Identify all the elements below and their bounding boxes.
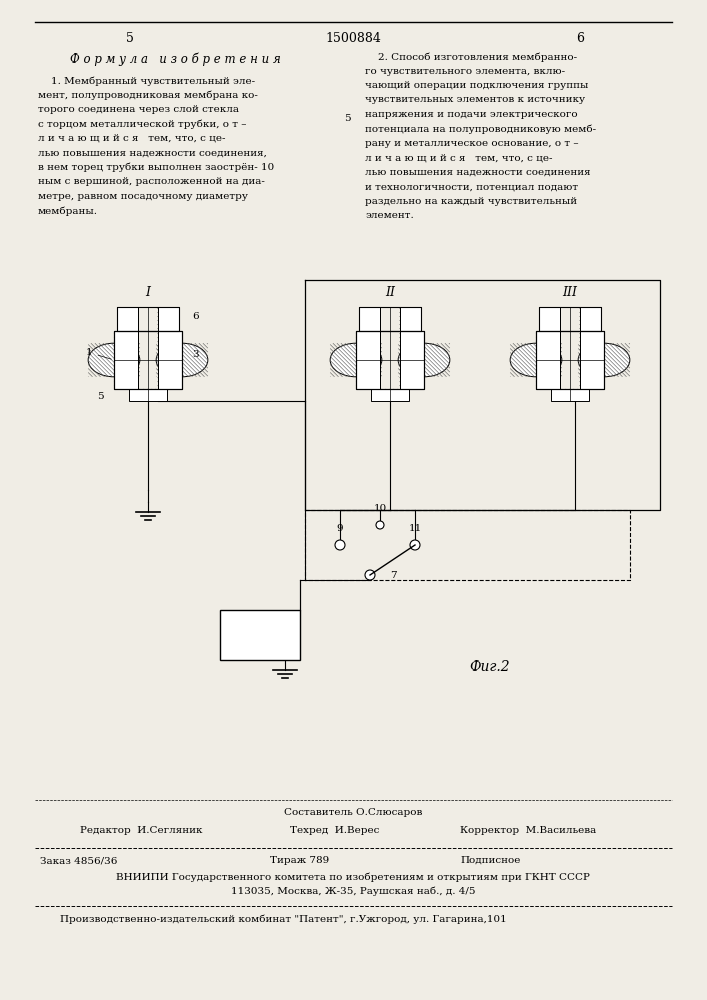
Ellipse shape [398, 343, 450, 377]
Text: 2. Способ изготовления мембранно-: 2. Способ изготовления мембранно- [365, 52, 577, 62]
Bar [536, 331, 604, 389]
Text: метре, равном посадочному диаметру: метре, равном посадочному диаметру [38, 192, 248, 201]
Text: раздельно на каждый чувствительный: раздельно на каждый чувствительный [365, 197, 577, 206]
Text: Редактор  И.Сегляник: Редактор И.Сегляник [80, 826, 202, 835]
Bar [220, 610, 300, 660]
Text: торого соединена через слой стекла: торого соединена через слой стекла [38, 105, 239, 114]
Text: мембраны.: мембраны. [38, 207, 98, 216]
Bar [580, 331, 604, 389]
Text: 6: 6 [576, 32, 584, 45]
Text: 7: 7 [390, 570, 397, 580]
Text: чувствительных элементов к источнику: чувствительных элементов к источнику [365, 96, 585, 104]
Text: 5: 5 [126, 32, 134, 45]
Circle shape [335, 540, 345, 550]
Text: I: I [146, 286, 151, 299]
Text: 5: 5 [98, 392, 104, 401]
Text: и технологичности, потенциал подают: и технологичности, потенциал подают [365, 182, 578, 192]
Bar [356, 331, 424, 389]
Text: 9: 9 [337, 524, 344, 533]
Ellipse shape [330, 343, 382, 377]
Circle shape [365, 570, 375, 580]
Bar [580, 307, 601, 331]
Bar [536, 331, 604, 389]
Text: л и ч а ю щ и й с я   тем, что, с це-: л и ч а ю щ и й с я тем, что, с це- [365, 153, 552, 162]
Bar [356, 331, 424, 389]
Circle shape [376, 521, 384, 529]
Text: Заказ 4856/36: Заказ 4856/36 [40, 856, 117, 865]
Text: напряжения и подачи электрического: напряжения и подачи электрического [365, 110, 578, 119]
Text: 8: 8 [256, 629, 264, 642]
Text: 1500884: 1500884 [325, 32, 381, 45]
Text: потенциала на полупроводниковую мемб-: потенциала на полупроводниковую мемб- [365, 124, 596, 134]
Text: чающий операции подключения группы: чающий операции подключения группы [365, 81, 588, 90]
Bar [359, 307, 380, 331]
Bar [399, 307, 421, 331]
Bar [158, 307, 179, 331]
Text: мент, полупроводниковая мембрана ко-: мент, полупроводниковая мембрана ко- [38, 91, 258, 100]
Text: ным с вершиной, расположенной на диа-: ным с вершиной, расположенной на диа- [38, 178, 265, 186]
Text: го чувствительного элемента, вклю-: го чувствительного элемента, вклю- [365, 66, 565, 76]
Text: с торцом металлической трубки, о т –: с торцом металлической трубки, о т – [38, 119, 247, 129]
Text: лью повышения надежности соединения: лью повышения надежности соединения [365, 168, 590, 177]
Text: в нем торец трубки выполнен заострён- 10: в нем торец трубки выполнен заострён- 10 [38, 163, 274, 172]
Ellipse shape [578, 343, 630, 377]
Bar [536, 331, 561, 389]
Text: 10: 10 [373, 504, 387, 513]
Text: 113035, Москва, Ж-35, Раушская наб., д. 4/5: 113035, Москва, Ж-35, Раушская наб., д. … [230, 886, 475, 896]
Text: Тираж 789: Тираж 789 [270, 856, 329, 865]
Text: Фиг.2: Фиг.2 [469, 660, 510, 674]
Text: 1: 1 [86, 348, 111, 359]
Text: лью повышения надежности соединения,: лью повышения надежности соединения, [38, 148, 267, 157]
Bar [114, 331, 139, 389]
Text: Составитель О.Слюсаров: Составитель О.Слюсаров [284, 808, 422, 817]
Text: 11: 11 [409, 524, 421, 533]
Text: Подписное: Подписное [460, 856, 520, 865]
Bar [359, 307, 421, 331]
Bar [129, 389, 167, 401]
Bar [114, 331, 182, 389]
Bar [117, 307, 139, 331]
Ellipse shape [510, 343, 562, 377]
Text: Производственно-издательский комбинат "Патент", г.Ужгород, ул. Гагарина,101: Производственно-издательский комбинат "П… [60, 914, 507, 924]
Text: элемент.: элемент. [365, 212, 414, 221]
Text: II: II [385, 286, 395, 299]
Ellipse shape [88, 343, 140, 377]
Text: Корректор  М.Васильева: Корректор М.Васильева [460, 826, 596, 835]
Text: III: III [563, 286, 578, 299]
Bar [371, 389, 409, 401]
Text: ВНИИПИ Государственного комитета по изобретениям и открытиям при ГКНТ СССР: ВНИИПИ Государственного комитета по изоб… [116, 872, 590, 882]
Bar [356, 331, 380, 389]
Bar [114, 331, 182, 389]
Text: рану и металлическое основание, о т –: рану и металлическое основание, о т – [365, 139, 578, 148]
Bar [539, 307, 561, 331]
Bar [117, 307, 179, 331]
Bar [158, 331, 182, 389]
Text: 3: 3 [192, 350, 199, 359]
Text: 5: 5 [344, 114, 350, 123]
Circle shape [410, 540, 420, 550]
Text: 6: 6 [192, 312, 199, 321]
Text: 1. Мембранный чувствительный эле-: 1. Мембранный чувствительный эле- [38, 76, 255, 86]
Text: Ф о р м у л а   и з о б р е т е н и я: Ф о р м у л а и з о б р е т е н и я [70, 52, 281, 66]
Text: Техред  И.Верес: Техред И.Верес [290, 826, 380, 835]
Bar [551, 389, 589, 401]
Text: л и ч а ю щ и й с я   тем, что, с це-: л и ч а ю щ и й с я тем, что, с це- [38, 134, 226, 143]
Ellipse shape [156, 343, 208, 377]
Bar [539, 307, 601, 331]
Bar [399, 331, 424, 389]
